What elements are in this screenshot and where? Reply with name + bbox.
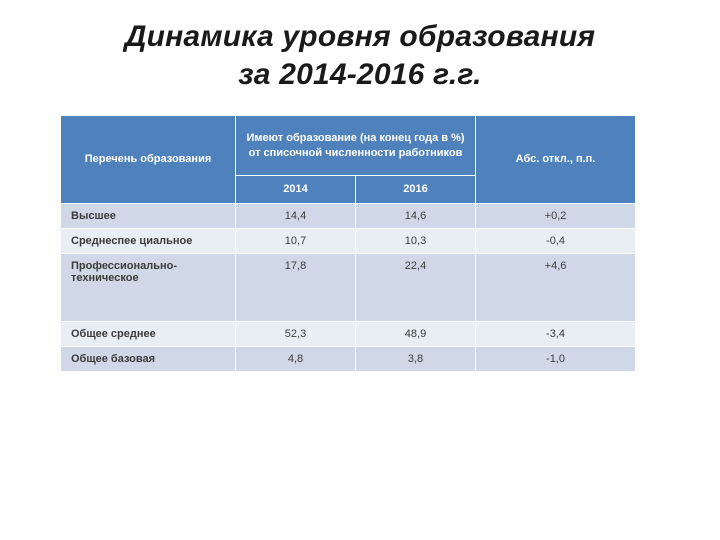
cell-2016: 10,3 — [356, 229, 476, 254]
cell-delta: -1,0 — [476, 347, 636, 372]
row-label: Среднеспее циальное — [61, 229, 236, 254]
education-table: Перечень образования Имеют образование (… — [60, 115, 636, 372]
table-row: Общее базовая4,83,8-1,0 — [61, 347, 636, 372]
row-label: Профессионально-техническое — [61, 254, 236, 322]
cell-2016: 22,4 — [356, 254, 476, 322]
cell-2014: 52,3 — [236, 322, 356, 347]
table-row: Высшее14,414,6+0,2 — [61, 204, 636, 229]
col-subheader-2016: 2016 — [356, 176, 476, 204]
table-row: Среднеспее циальное10,710,3-0,4 — [61, 229, 636, 254]
cell-delta: -3,4 — [476, 322, 636, 347]
cell-2014: 14,4 — [236, 204, 356, 229]
table-row: Профессионально-техническое17,822,4+4,6 — [61, 254, 636, 322]
row-label: Общее среднее — [61, 322, 236, 347]
cell-delta: +4,6 — [476, 254, 636, 322]
title-line-2: за 2014-2016 г.г. — [238, 58, 481, 91]
col-header-mid: Имеют образование (на конец года в %) от… — [236, 116, 476, 176]
cell-2016: 3,8 — [356, 347, 476, 372]
table-body: Высшее14,414,6+0,2Среднеспее циальное10,… — [61, 204, 636, 372]
table-row: Общее среднее52,348,9-3,4 — [61, 322, 636, 347]
cell-2016: 48,9 — [356, 322, 476, 347]
col-header-delta: Абс. откл., п.п. — [476, 116, 636, 204]
title-line-1: Динамика уровня образования — [125, 20, 596, 53]
cell-2014: 4,8 — [236, 347, 356, 372]
cell-2014: 17,8 — [236, 254, 356, 322]
col-subheader-2014: 2014 — [236, 176, 356, 204]
row-label: Высшее — [61, 204, 236, 229]
col-header-list: Перечень образования — [61, 116, 236, 204]
row-label: Общее базовая — [61, 347, 236, 372]
cell-2016: 14,6 — [356, 204, 476, 229]
cell-2014: 10,7 — [236, 229, 356, 254]
cell-delta: -0,4 — [476, 229, 636, 254]
cell-delta: +0,2 — [476, 204, 636, 229]
slide-title: Динамика уровня образования за 2014-2016… — [28, 18, 692, 93]
